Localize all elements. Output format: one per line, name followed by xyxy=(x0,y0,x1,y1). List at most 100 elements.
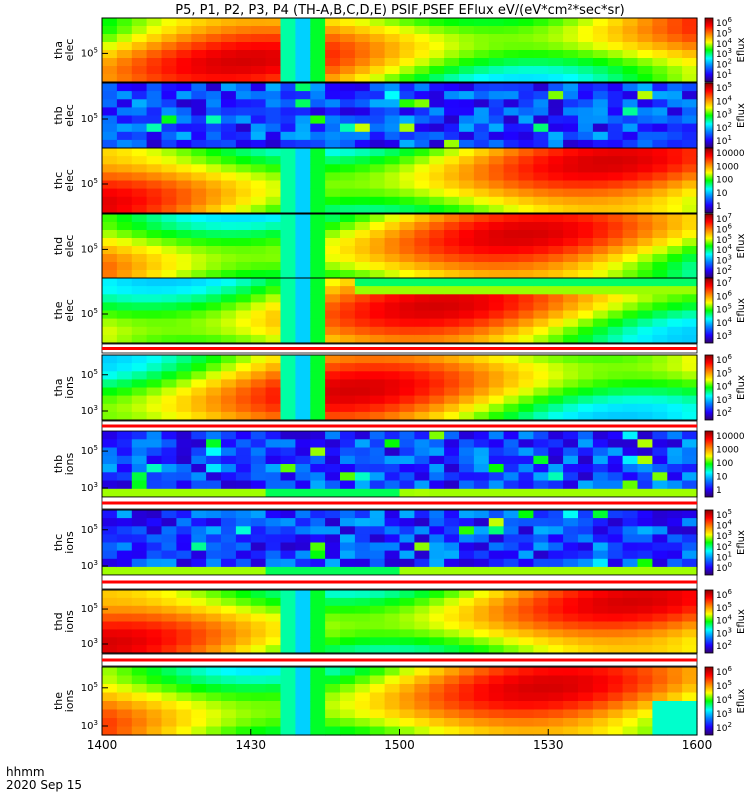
spectrogram-cell xyxy=(325,172,341,182)
spectrogram-cell xyxy=(682,294,698,303)
spectrogram-cell xyxy=(607,526,624,535)
spectrogram-cell xyxy=(354,131,371,141)
spectrogram-cell xyxy=(280,254,296,263)
spectrogram-cell xyxy=(488,172,505,182)
spectrogram-cell xyxy=(399,230,415,239)
spectrogram-cell xyxy=(399,439,415,449)
spectrogram-cell xyxy=(637,431,653,440)
spectrogram-cell xyxy=(473,355,490,364)
spectrogram-cell xyxy=(354,621,371,630)
spectrogram-cell xyxy=(116,131,133,141)
spectrogram-cell xyxy=(429,262,445,271)
spectrogram-cell xyxy=(221,66,237,75)
spectrogram-cell xyxy=(310,558,326,568)
spectrogram-cell xyxy=(503,26,520,35)
spectrogram-cell xyxy=(325,230,341,239)
spectrogram-cell xyxy=(280,431,296,440)
spectrogram-cell xyxy=(280,718,296,728)
spectrogram-cell xyxy=(146,204,163,214)
colorbar-title: Eflux xyxy=(736,375,747,400)
spectrogram-cell xyxy=(592,431,609,440)
spectrogram-cell xyxy=(176,590,192,599)
spectrogram-cell xyxy=(473,558,490,568)
spectrogram-cell xyxy=(414,455,430,465)
spectrogram-cell xyxy=(563,534,579,544)
spectrogram-cell xyxy=(354,107,371,117)
spectrogram-cell xyxy=(682,286,698,295)
spectrogram-cell xyxy=(131,455,148,465)
spectrogram-cell xyxy=(533,447,549,457)
spectrogram-cell xyxy=(429,621,445,630)
spectrogram-cell xyxy=(235,180,252,190)
spectrogram-cell xyxy=(503,326,520,336)
spectrogram-cell xyxy=(221,488,237,498)
spectrogram-cell xyxy=(116,718,133,728)
spectrogram-cell xyxy=(161,294,177,303)
spectrogram-cell xyxy=(533,726,549,736)
spectrogram-cell xyxy=(280,566,296,576)
spectrogram-cell xyxy=(280,709,296,719)
probe-label: thb xyxy=(52,106,65,124)
spectrogram-cell xyxy=(340,526,356,535)
spectrogram-cell xyxy=(682,558,698,568)
spectrogram-cell xyxy=(250,172,267,182)
spectrogram-cell xyxy=(444,534,460,544)
spectrogram-cell xyxy=(488,83,505,92)
spectrogram-cell xyxy=(459,131,475,141)
spectrogram-cell xyxy=(280,411,296,421)
spectrogram-cell xyxy=(325,204,341,214)
spectrogram-cell xyxy=(459,411,475,421)
spectrogram-cell xyxy=(325,58,341,67)
spectrogram-cell xyxy=(533,42,549,51)
spectrogram-cell xyxy=(250,230,267,239)
spectrogram-cell xyxy=(622,534,639,544)
spectrogram-cell xyxy=(102,387,118,397)
spectrogram-cell xyxy=(221,131,237,141)
spectrogram-cell xyxy=(682,629,698,638)
spectrogram-cell xyxy=(563,395,579,405)
spectrogram-cell xyxy=(206,387,222,397)
probe-label: thc xyxy=(52,172,65,189)
spectrogram-cell xyxy=(116,222,133,231)
spectrogram-cell xyxy=(399,645,415,654)
spectrogram-cell xyxy=(221,447,237,457)
spectrogram-cell xyxy=(265,542,282,552)
spectrogram-cell xyxy=(116,613,133,623)
spectrogram-cell xyxy=(533,558,549,568)
spectrogram-cell xyxy=(682,355,698,364)
spectrogram-cell xyxy=(250,621,267,630)
spectrogram-cell xyxy=(384,455,401,465)
spectrogram-cell xyxy=(310,326,326,336)
spectrogram-cell xyxy=(399,379,415,389)
spectrogram-cell xyxy=(473,115,490,125)
spectrogram-cell xyxy=(310,605,326,615)
spectrogram-cell xyxy=(667,164,683,173)
spectrogram-cell xyxy=(429,310,445,320)
spectrogram-cell xyxy=(459,701,475,711)
spectrogram-cell xyxy=(652,411,668,421)
spectrogram-cell xyxy=(235,230,252,239)
spectrogram-cell xyxy=(444,431,460,440)
spectrogram-cell xyxy=(340,379,356,389)
spectrogram-cell xyxy=(563,139,579,149)
spectrogram-cell xyxy=(131,74,148,83)
spectrogram-cell xyxy=(131,675,148,685)
spectrogram-cell xyxy=(667,709,683,719)
spectrogram-cell xyxy=(369,286,386,295)
spectrogram-cell xyxy=(310,310,326,320)
spectrogram-cell xyxy=(131,294,148,303)
spectrogram-cell xyxy=(191,526,207,535)
spectrogram-cell xyxy=(607,447,624,457)
colorbar-title: Eflux xyxy=(736,103,747,128)
spectrogram-cell xyxy=(637,18,653,27)
spectrogram-cell xyxy=(592,107,609,117)
spectrogram-cell xyxy=(280,91,296,100)
spectrogram-cell xyxy=(250,371,267,380)
spectrogram-cell xyxy=(191,488,207,498)
spectrogram-cell xyxy=(176,472,192,482)
spectrogram-cell xyxy=(369,411,386,421)
spectrogram-cell xyxy=(102,286,118,295)
spectrogram-cell xyxy=(116,246,133,255)
spectrogram-cell xyxy=(191,139,207,149)
spectrogram-cell xyxy=(667,597,683,607)
